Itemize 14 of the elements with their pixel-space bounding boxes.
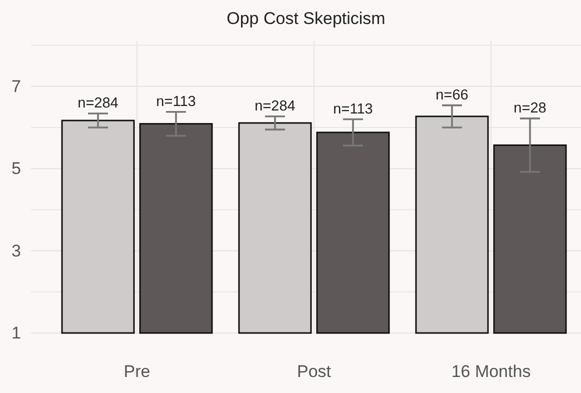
chart-title: Opp Cost Skepticism [226,9,386,28]
annotation: n=113 [156,94,196,110]
y-tick-label: 7 [12,76,21,96]
annotation: n=28 [514,100,546,116]
annotation: n=113 [333,101,373,118]
y-tick-label: 5 [12,159,21,178]
x-tick-label: Pre [124,362,150,382]
annotation: n=66 [436,87,468,104]
x-tick-label: Post [296,362,332,382]
x-tick-label: 16 Months [451,362,531,382]
y-tick-label: 3 [12,241,21,260]
annotation: n=284 [254,98,296,114]
y-tick-label: 1 [12,323,21,342]
annotation: n=284 [78,96,118,112]
